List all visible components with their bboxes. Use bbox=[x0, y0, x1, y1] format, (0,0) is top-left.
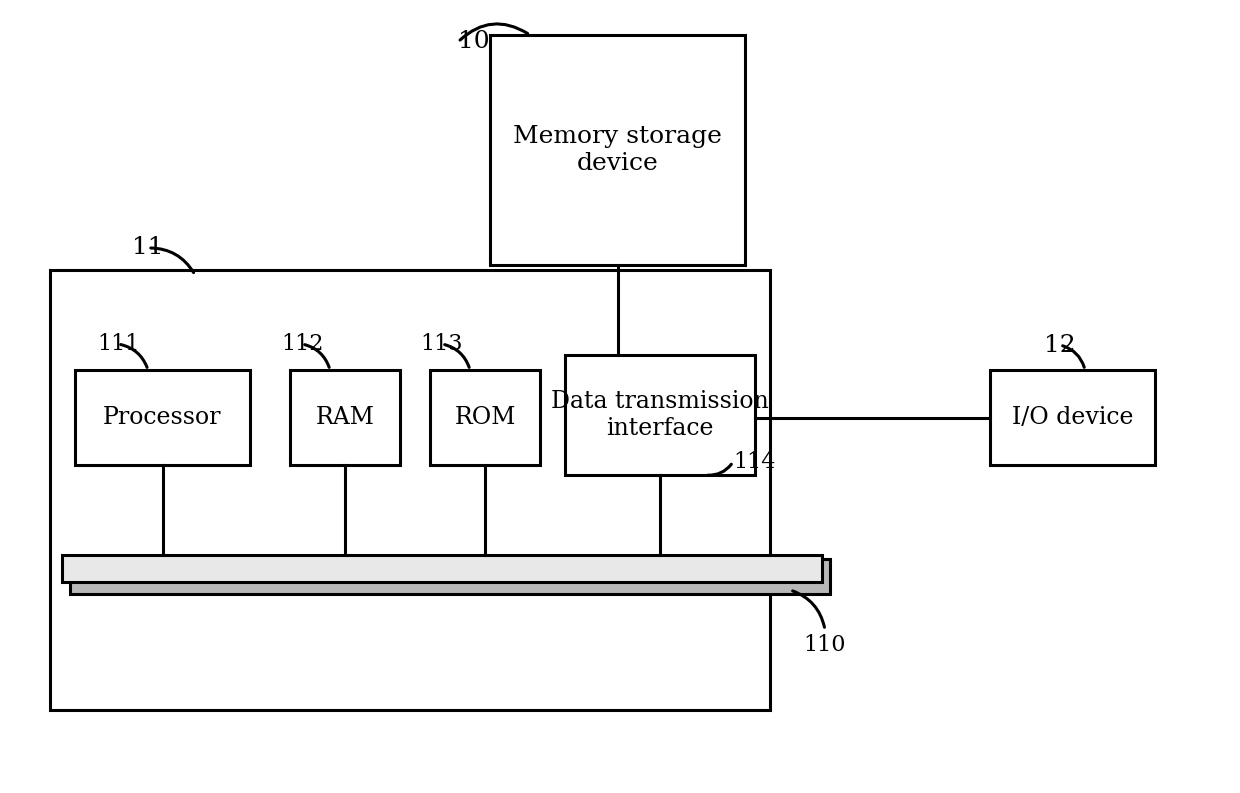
Text: Data transmission
interface: Data transmission interface bbox=[551, 390, 769, 440]
Text: 12: 12 bbox=[1044, 334, 1076, 357]
Text: 10: 10 bbox=[458, 30, 490, 53]
Bar bbox=[430, 370, 539, 465]
Text: 112: 112 bbox=[280, 333, 324, 355]
Bar bbox=[50, 270, 770, 710]
Text: Processor: Processor bbox=[103, 406, 222, 429]
Bar bbox=[69, 559, 830, 594]
Bar bbox=[74, 370, 250, 465]
Bar bbox=[990, 370, 1154, 465]
Text: RAM: RAM bbox=[315, 406, 374, 429]
Bar bbox=[565, 355, 755, 475]
Text: 114: 114 bbox=[733, 451, 775, 473]
Text: Memory storage
device: Memory storage device bbox=[513, 125, 722, 174]
Text: I/O device: I/O device bbox=[1012, 406, 1133, 429]
Text: 11: 11 bbox=[133, 236, 164, 259]
Text: 110: 110 bbox=[804, 634, 846, 656]
Bar bbox=[290, 370, 401, 465]
Text: 111: 111 bbox=[97, 333, 139, 355]
Text: ROM: ROM bbox=[454, 406, 516, 429]
Text: 113: 113 bbox=[420, 333, 464, 355]
Bar bbox=[62, 555, 822, 582]
Bar bbox=[490, 35, 745, 265]
